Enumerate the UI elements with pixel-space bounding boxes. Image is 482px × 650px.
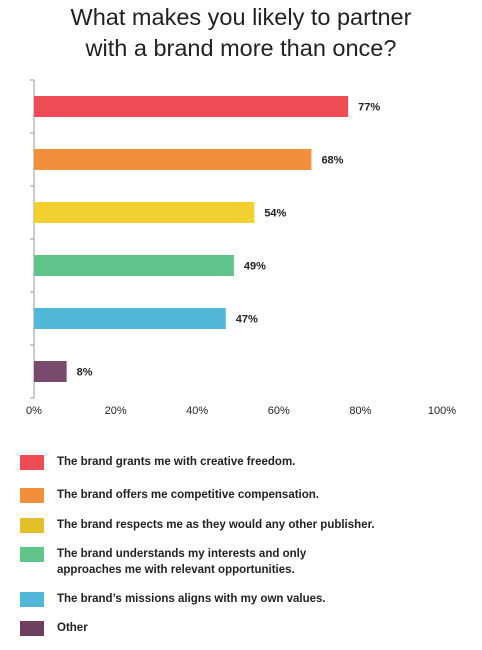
chart-title-line-2: with a brand more than once? (85, 35, 397, 61)
legend-swatch-creative-freedom (20, 455, 44, 470)
legend-swatch-respect (20, 518, 44, 533)
bar-value-label: 47% (236, 314, 258, 326)
x-tick-label: 0% (26, 405, 42, 417)
chart-title-line-1: What makes you likely to partner (70, 4, 412, 30)
legend-label-creative-freedom: The brand grants me with creative freedo… (57, 456, 296, 468)
bar-value-label: 8% (77, 367, 93, 379)
legend-swatch-missions (20, 592, 44, 607)
bar-chart: 77% 68% 54% 49% 47% 8% 0% 20% 40% 60% 80% 100% (26, 79, 456, 417)
legend-swatch-other (20, 621, 44, 636)
x-tick-label: 40% (186, 405, 208, 417)
bar (34, 202, 255, 223)
bar-value-label: 54% (264, 208, 286, 220)
x-tick-label: 20% (105, 405, 127, 417)
legend-label-respect: The brand respects me as they would any … (57, 519, 375, 531)
bar (34, 149, 312, 170)
bar-value-label: 49% (244, 261, 266, 273)
bar-value-label: 68% (321, 155, 343, 167)
bar (34, 96, 349, 117)
x-tick-label: 60% (268, 405, 290, 417)
bar (34, 361, 67, 382)
chart-title: What makes you likely to partner with a … (0, 2, 482, 64)
legend-label-missions: The brand’s missions aligns with my own … (57, 593, 326, 605)
bar (34, 308, 226, 329)
legend-label-other: Other (57, 622, 88, 634)
bar-value-label: 77% (358, 102, 380, 114)
legend-swatch-relevant-opportunities (20, 547, 44, 562)
bar (34, 255, 234, 276)
legend-swatch-compensation (20, 488, 44, 503)
legend-label-relevant-opportunities: The brand understands my interests and o… (57, 548, 307, 576)
x-tick-label: 100% (428, 405, 456, 417)
legend-label-compensation: The brand offers me competitive compensa… (57, 489, 319, 501)
x-tick-label: 80% (349, 405, 371, 417)
